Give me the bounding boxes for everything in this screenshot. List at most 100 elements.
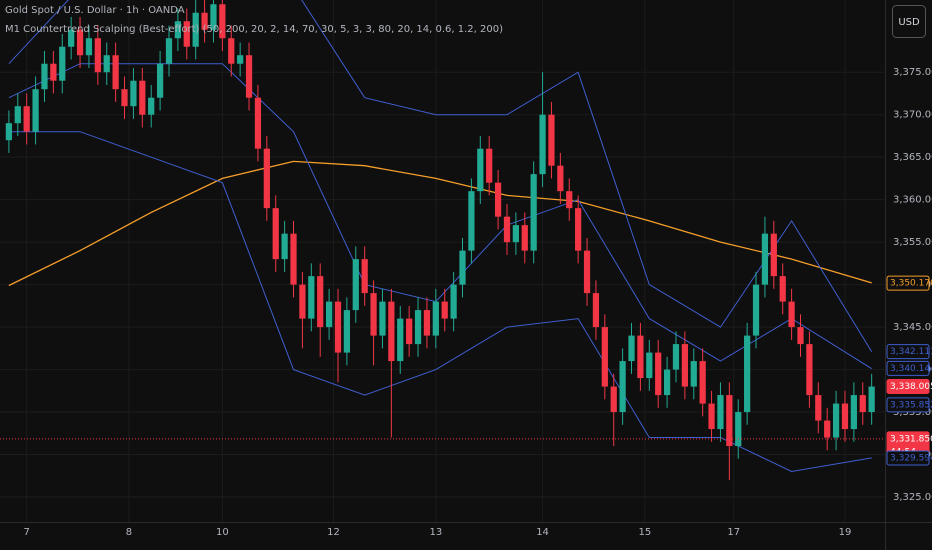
candle-body [361,259,368,294]
candle-body [397,318,404,362]
price-tag [886,450,930,466]
candle-body [583,250,591,294]
y-tick-label: 3,375.000 [893,67,932,78]
candle-body [450,284,457,319]
candle-body [379,301,386,336]
candle-body [148,97,155,115]
indicator-line [8,160,872,287]
candle-body [832,403,840,438]
price-tag [886,275,930,291]
candle-body [41,63,48,90]
y-tick-label: 3,365.000 [893,152,932,163]
candle-body [868,386,875,413]
price-tag-label: 3,331.850 [890,434,932,444]
candle-body [210,4,217,30]
candle-body [735,412,742,447]
candle-body [76,29,84,56]
candle-body [637,335,644,379]
candle-body [841,403,849,430]
candle-body [610,386,617,413]
candle-body [174,21,182,39]
candle-body [317,276,324,328]
x-tick-label: 14 [536,527,549,538]
candle-body [68,29,75,47]
chart-title: Gold Spot / U.S. Dollar · 1h · OANDA [5,5,185,16]
indicator-legend: M1 Countertrend Scalping (Best-effort) (… [5,24,503,35]
candle-body [334,301,342,353]
candle-body [423,310,431,336]
candle-body [663,369,671,396]
candle-body [806,344,813,396]
candle-body [601,327,608,387]
candle-body [681,344,688,387]
candle-body [406,318,413,345]
candle-body [859,395,866,413]
candle-body [530,174,537,251]
candle-body [459,250,466,285]
candle-body [139,80,146,115]
candle-body [112,55,119,90]
plot-area [0,0,885,481]
candle-body [263,148,270,209]
candle-body [566,191,573,209]
indicator-line [8,0,873,352]
candle-body [50,63,57,81]
currency-button-label[interactable]: USD [898,17,920,28]
candle-body [5,123,13,141]
price-tag [886,344,930,360]
candle-body [477,148,484,192]
candle-body [850,395,857,430]
y-tick-label: 3,325.000 [893,492,932,503]
y-tick-label: 3,370.000 [893,110,932,121]
candle-body [619,361,626,413]
candle-body [717,395,724,430]
candle-body [59,46,66,81]
candle-body [343,310,350,353]
candle-body [779,276,786,302]
candle-body [539,114,546,175]
candle-body [646,352,653,379]
candle-body [770,233,777,277]
candle-body [370,293,377,336]
candle-body [788,301,795,328]
price-axis: 3,325.0003,330.0003,335.0003,340.0003,34… [886,67,932,503]
candle-body [628,335,635,362]
candle-body [281,233,288,260]
y-tick-label: 3,360.000 [893,195,932,206]
candle-body [761,233,769,285]
candle-body [183,21,190,47]
candle-body [503,216,511,243]
currency-button[interactable] [892,5,926,38]
x-tick-label: 19 [839,527,852,538]
candle-body [192,12,199,47]
x-tick-label: 7 [23,527,29,538]
candle-body [299,284,306,319]
candle-body [245,55,253,98]
candle-body [85,38,93,56]
candle-body [486,148,493,183]
candle-body [575,208,582,251]
x-tick-label: 8 [126,527,132,538]
candle-body [521,225,528,251]
candle-body [655,352,662,396]
candle-body [752,284,760,336]
candle-body [290,233,297,285]
price-tag-label: 3,329.594 [890,453,932,463]
x-tick-label: 12 [327,527,340,538]
candle-body [672,344,680,370]
candle-body [592,293,600,328]
candle-body [797,327,804,345]
price-tag-label: 3,350.170 [890,279,932,289]
y-tick-label: 3,345.000 [893,322,932,333]
candle-body [32,89,39,132]
candle-body [325,301,333,328]
candle-body [14,106,21,124]
candle-body [548,114,555,166]
price-tag-label: 3,338.005 [890,382,932,392]
candle-body [121,89,128,107]
candle-body [352,259,359,311]
candle-body [699,361,706,404]
candle-body [726,395,733,447]
candle-body [237,55,244,64]
candle-body [557,165,564,192]
